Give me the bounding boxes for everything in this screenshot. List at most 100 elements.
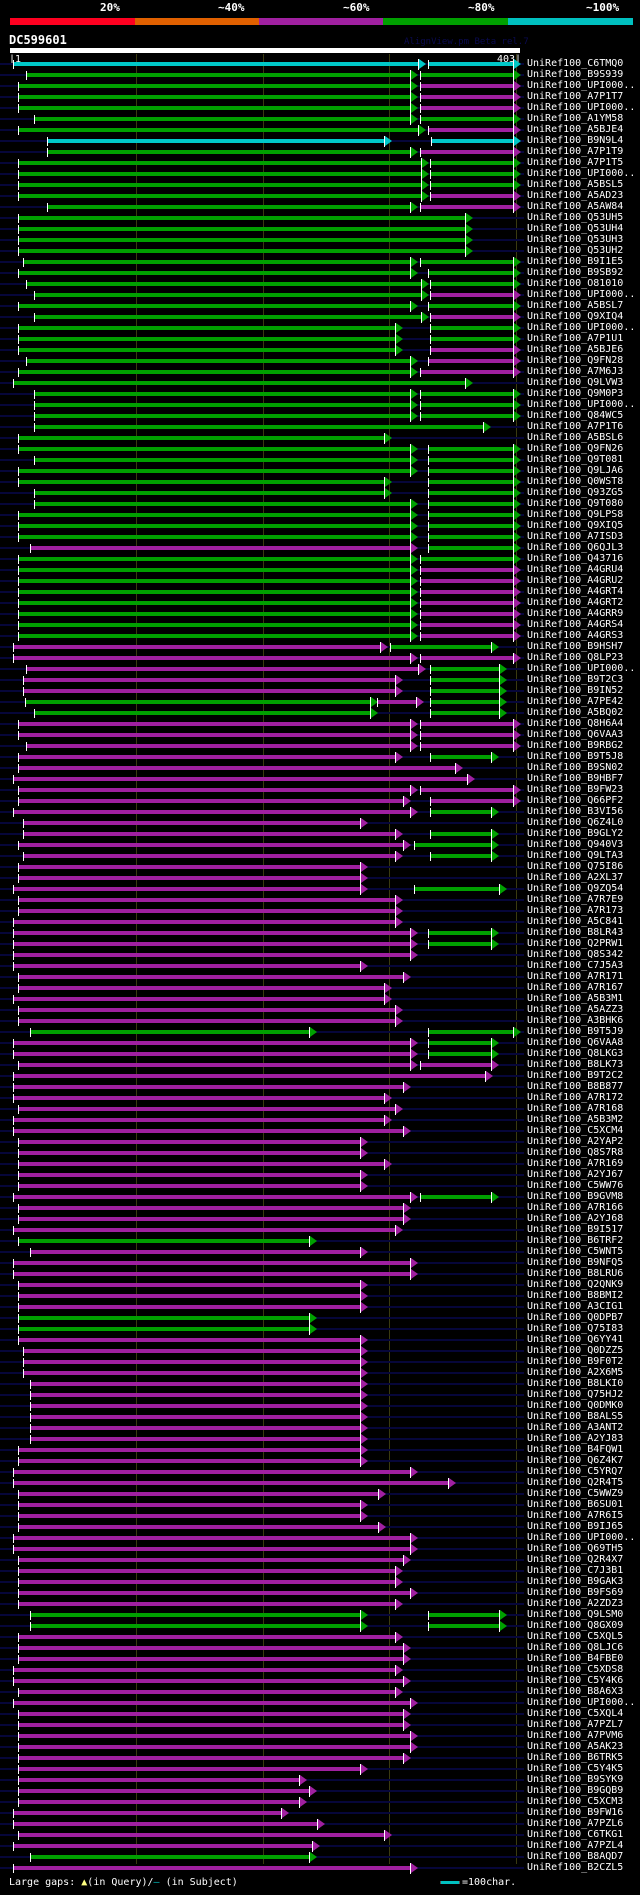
- hit-label[interactable]: UniRef100_Q93ZG5: [527, 487, 624, 498]
- hit-label[interactable]: UniRef100_A7R167: [527, 982, 624, 993]
- hit-label[interactable]: UniRef100_A3CIG1: [527, 1301, 624, 1312]
- hit-label[interactable]: UniRef100_A7P1T6: [527, 421, 624, 432]
- hit-label[interactable]: UniRef100_Q9LPS8: [527, 509, 624, 520]
- hit-label[interactable]: UniRef100_UPI000..: [527, 663, 636, 674]
- hit-label[interactable]: UniRef100_A2X6M5: [527, 1367, 624, 1378]
- hit-label[interactable]: UniRef100_Q9FN28: [527, 355, 624, 366]
- hit-label[interactable]: UniRef100_B8LK73: [527, 1059, 624, 1070]
- hit-label[interactable]: UniRef100_B8A6X3: [527, 1686, 624, 1697]
- hit-label[interactable]: UniRef100_Q9ZQ54: [527, 883, 624, 894]
- hit-label[interactable]: UniRef100_C5XQL4: [527, 1708, 624, 1719]
- hit-label[interactable]: UniRef100_A5AK23: [527, 1741, 624, 1752]
- hit-label[interactable]: UniRef100_A4GRT4: [527, 586, 624, 597]
- hit-label[interactable]: UniRef100_Q9XIQ4: [527, 311, 624, 322]
- hit-label[interactable]: UniRef100_A7PZL4: [527, 1840, 624, 1851]
- hit-label[interactable]: UniRef100_A7R172: [527, 1092, 624, 1103]
- hit-label[interactable]: UniRef100_B8AQD7: [527, 1851, 624, 1862]
- hit-label[interactable]: UniRef100_Q75I86: [527, 861, 624, 872]
- hit-label[interactable]: UniRef100_B9F0T2: [527, 1356, 624, 1367]
- hit-label[interactable]: UniRef100_A5B3M2: [527, 1114, 624, 1125]
- hit-label[interactable]: UniRef100_C5XQL5: [527, 1631, 624, 1642]
- hit-label[interactable]: UniRef100_A5AZZ3: [527, 1004, 624, 1015]
- hit-label[interactable]: UniRef100_A5BQ02: [527, 707, 624, 718]
- hit-label[interactable]: UniRef100_Q8S342: [527, 949, 624, 960]
- hit-label[interactable]: UniRef100_A4GRU4: [527, 564, 624, 575]
- hit-label[interactable]: UniRef100_A7R166: [527, 1202, 624, 1213]
- hit-label[interactable]: UniRef100_B9SN02: [527, 762, 624, 773]
- hit-label[interactable]: UniRef100_A7M6J3: [527, 366, 624, 377]
- hit-label[interactable]: UniRef100_A5BJE6: [527, 344, 624, 355]
- hit-label[interactable]: UniRef100_A2YJ68: [527, 1213, 624, 1224]
- hit-label[interactable]: UniRef100_Q9LSM0: [527, 1609, 624, 1620]
- hit-label[interactable]: UniRef100_Q9LJA6: [527, 465, 624, 476]
- hit-label[interactable]: UniRef100_B9HBF7: [527, 773, 624, 784]
- hit-label[interactable]: UniRef100_C5XCM3: [527, 1796, 624, 1807]
- hit-label[interactable]: UniRef100_A7R173: [527, 905, 624, 916]
- hit-label[interactable]: UniRef100_A7R7E9: [527, 894, 624, 905]
- hit-label[interactable]: UniRef100_UPI000..: [527, 168, 636, 179]
- hit-label[interactable]: UniRef100_Q2PRW1: [527, 938, 624, 949]
- hit-label[interactable]: UniRef100_A5BJE4: [527, 124, 624, 135]
- hit-label[interactable]: UniRef100_Q9M0P3: [527, 388, 624, 399]
- hit-label[interactable]: UniRef100_C5Y4K5: [527, 1763, 624, 1774]
- hit-label[interactable]: UniRef100_C5XDS8: [527, 1664, 624, 1675]
- hit-label[interactable]: UniRef100_Q9T080: [527, 498, 624, 509]
- hit-label[interactable]: UniRef100_A7P1T5: [527, 157, 624, 168]
- hit-label[interactable]: UniRef100_A7PZL7: [527, 1719, 624, 1730]
- hit-label[interactable]: UniRef100_A5B3M1: [527, 993, 624, 1004]
- hit-label[interactable]: UniRef100_Q6Z4L0: [527, 817, 624, 828]
- hit-label[interactable]: UniRef100_Q2R4X7: [527, 1554, 624, 1565]
- hit-label[interactable]: UniRef100_Q8H6A4: [527, 718, 624, 729]
- hit-label[interactable]: UniRef100_B9GLY2: [527, 828, 624, 839]
- hit-label[interactable]: UniRef100_Q53UH2: [527, 245, 624, 256]
- hit-label[interactable]: UniRef100_UPI000..: [527, 1532, 636, 1543]
- hit-label[interactable]: UniRef100_A5BSL6: [527, 432, 624, 443]
- hit-label[interactable]: UniRef100_Q0WST8: [527, 476, 624, 487]
- hit-label[interactable]: UniRef100_A7R168: [527, 1103, 624, 1114]
- hit-label[interactable]: UniRef100_B6TRK5: [527, 1752, 624, 1763]
- hit-label[interactable]: UniRef100_Q2QNK9: [527, 1279, 624, 1290]
- hit-label[interactable]: UniRef100_A2XL37: [527, 872, 624, 883]
- hit-label[interactable]: UniRef100_A5BSL5: [527, 179, 624, 190]
- hit-label[interactable]: UniRef100_Q6QJL3: [527, 542, 624, 553]
- hit-label[interactable]: UniRef100_Q53UH4: [527, 223, 624, 234]
- hit-label[interactable]: UniRef100_Q66PF2: [527, 795, 624, 806]
- hit-label[interactable]: UniRef100_B9T5J9: [527, 1026, 624, 1037]
- hit-label[interactable]: UniRef100_B8LKI0: [527, 1378, 624, 1389]
- hit-label[interactable]: UniRef100_C6TMQ0: [527, 58, 624, 69]
- hit-label[interactable]: UniRef100_O81010: [527, 278, 624, 289]
- hit-label[interactable]: UniRef100_B9FS69: [527, 1587, 624, 1598]
- hit-label[interactable]: UniRef100_B9FW16: [527, 1807, 624, 1818]
- hit-label[interactable]: UniRef100_C6TKG1: [527, 1829, 624, 1840]
- hit-label[interactable]: UniRef100_Q6VAA3: [527, 729, 624, 740]
- hit-label[interactable]: UniRef100_Q8S7R8: [527, 1147, 624, 1158]
- hit-label[interactable]: UniRef100_A2ZDZ3: [527, 1598, 624, 1609]
- hit-label[interactable]: UniRef100_B9NFQ5: [527, 1257, 624, 1268]
- hit-label[interactable]: UniRef100_Q9T081: [527, 454, 624, 465]
- hit-label[interactable]: UniRef100_Q8GX09: [527, 1620, 624, 1631]
- hit-label[interactable]: UniRef100_B2CZL5: [527, 1862, 624, 1873]
- hit-label[interactable]: UniRef100_B8LR43: [527, 927, 624, 938]
- hit-label[interactable]: UniRef100_Q53UH5: [527, 212, 624, 223]
- hit-label[interactable]: UniRef100_A7R171: [527, 971, 624, 982]
- hit-label[interactable]: UniRef100_Q6Z4K7: [527, 1455, 624, 1466]
- hit-label[interactable]: UniRef100_Q8LP23: [527, 652, 624, 663]
- hit-label[interactable]: UniRef100_B8B877: [527, 1081, 624, 1092]
- hit-label[interactable]: UniRef100_A7ISD3: [527, 531, 624, 542]
- hit-label[interactable]: UniRef100_C5WWZ9: [527, 1488, 624, 1499]
- hit-label[interactable]: UniRef100_A7PZL6: [527, 1818, 624, 1829]
- hit-label[interactable]: UniRef100_Q43716: [527, 553, 624, 564]
- hit-label[interactable]: UniRef100_B4FQW1: [527, 1444, 624, 1455]
- hit-label[interactable]: UniRef100_Q9XIQ5: [527, 520, 624, 531]
- hit-label[interactable]: UniRef100_Q9LVW3: [527, 377, 624, 388]
- hit-label[interactable]: UniRef100_Q0DZZ5: [527, 1345, 624, 1356]
- hit-label[interactable]: UniRef100_A4GRU2: [527, 575, 624, 586]
- hit-label[interactable]: UniRef100_A3BHK6: [527, 1015, 624, 1026]
- hit-label[interactable]: UniRef100_C5Y4K6: [527, 1675, 624, 1686]
- hit-label[interactable]: UniRef100_A5AD23: [527, 190, 624, 201]
- hit-label[interactable]: UniRef100_Q9LTA3: [527, 850, 624, 861]
- hit-label[interactable]: UniRef100_C5WNT5: [527, 1246, 624, 1257]
- hit-label[interactable]: UniRef100_A4GRS3: [527, 630, 624, 641]
- hit-label[interactable]: UniRef100_B9GAK3: [527, 1576, 624, 1587]
- hit-label[interactable]: UniRef100_B9HSH7: [527, 641, 624, 652]
